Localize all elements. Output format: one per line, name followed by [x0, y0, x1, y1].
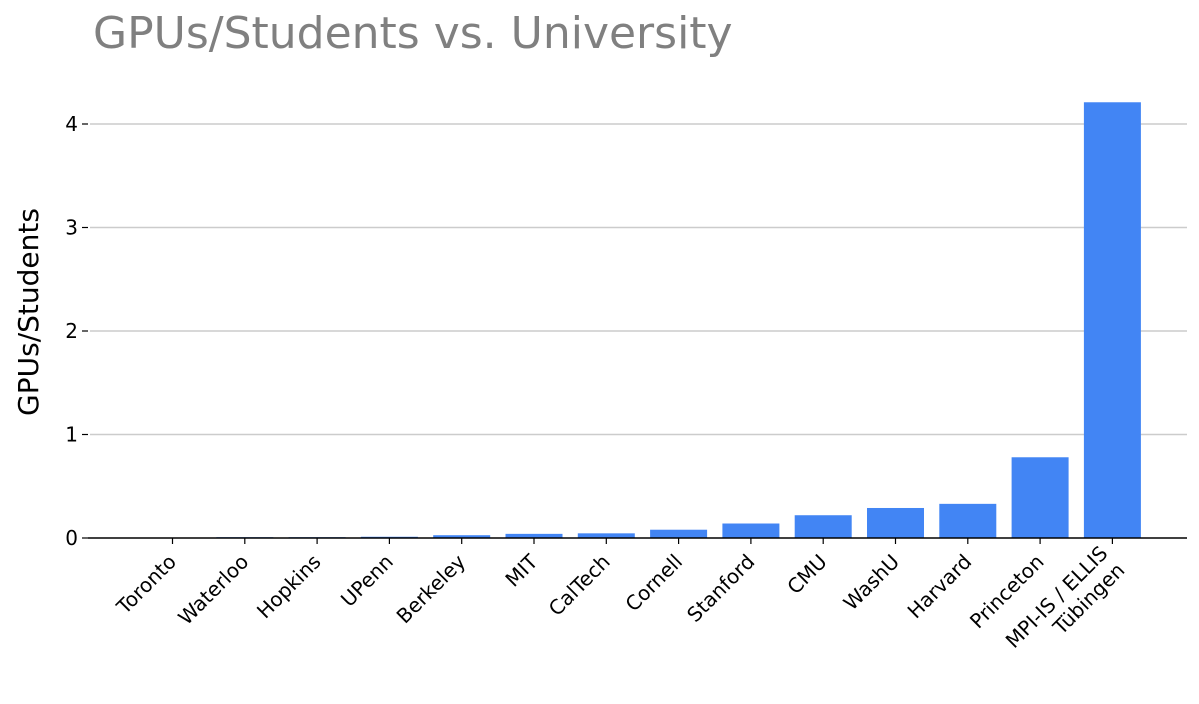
gridlines — [90, 123, 1187, 436]
bar — [794, 515, 852, 538]
bar — [722, 523, 780, 538]
y-tick-labels: 0 1 2 3 4 — [65, 112, 88, 550]
x-tick-label: UPenn — [336, 550, 398, 612]
bars — [216, 102, 1141, 538]
chart-title: GPUs/Students vs. University — [93, 8, 733, 59]
y-tick-label: 2 — [65, 319, 78, 343]
x-tick-label: CMU — [782, 550, 831, 599]
y-tick-label: 1 — [65, 423, 78, 447]
y-axis-label: GPUs/Students — [12, 208, 45, 416]
x-tick-label: Hopkins — [252, 550, 326, 624]
x-tick-label: MIT — [501, 549, 544, 592]
x-tick-label: Toronto — [111, 550, 181, 620]
bar — [650, 529, 708, 538]
x-tick-label: Cornell — [620, 550, 687, 617]
x-tick-label: CalTech — [544, 550, 615, 621]
bar — [1083, 102, 1141, 538]
x-tick-label: WashU — [839, 550, 904, 615]
bar — [577, 533, 635, 538]
x-tick-label: Berkeley — [392, 549, 471, 628]
x-tick-label: Stanford — [682, 550, 759, 627]
x-tick-label: Harvard — [903, 550, 977, 624]
y-tick-label: 0 — [65, 526, 78, 550]
bar — [433, 535, 491, 538]
y-tick-label: 4 — [65, 112, 78, 136]
y-tick-label: 3 — [65, 216, 78, 240]
bar — [505, 533, 563, 538]
bar — [867, 507, 924, 538]
bar — [939, 503, 997, 538]
x-tick-label: Waterloo — [173, 550, 253, 630]
bar — [1011, 457, 1069, 538]
